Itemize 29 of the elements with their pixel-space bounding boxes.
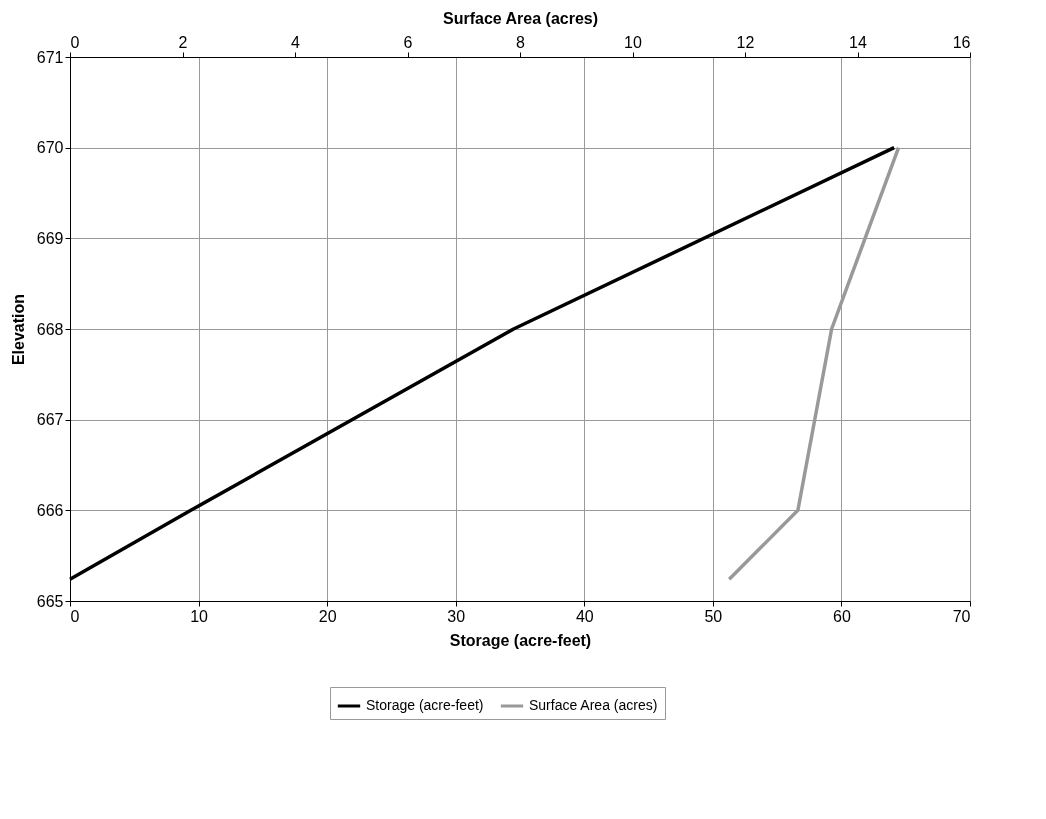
x-tick-label: 0 — [70, 607, 80, 625]
legend-label: Surface Area (acres) — [529, 697, 658, 713]
x2-tick-label: 2 — [178, 33, 188, 51]
x-tick-label: 50 — [704, 607, 723, 625]
x-tick-label: 20 — [318, 607, 337, 625]
x-tick-label: 30 — [447, 607, 466, 625]
y-tick-label: 670 — [36, 139, 64, 157]
x2-tick-label: 16 — [952, 33, 971, 51]
x2-tick-label: 10 — [624, 33, 642, 51]
y-tick-label: 669 — [36, 229, 64, 247]
x-tick-label: 10 — [190, 607, 209, 625]
x2-tick-label: 6 — [403, 33, 413, 51]
y-tick-label: 666 — [36, 501, 64, 519]
legend-label: Storage (acre-feet) — [366, 697, 484, 713]
y-tick-label: 665 — [36, 592, 64, 610]
x2-tick-label: 14 — [849, 33, 867, 51]
x2-tick-label: 4 — [291, 33, 301, 51]
x2-tick-label: 8 — [516, 33, 526, 51]
y-tick-label: 668 — [36, 320, 64, 338]
x-tick-label: 70 — [952, 607, 971, 625]
y-tick-label: 667 — [36, 411, 64, 429]
x-tick-label: 40 — [575, 607, 594, 625]
x2-tick-label: 0 — [70, 33, 80, 51]
x-tick-label: 60 — [833, 607, 851, 625]
x2-tick-label: 12 — [736, 33, 755, 51]
x-axis-title: Storage (acre-feet) — [449, 631, 592, 649]
x2-axis-title: Surface Area (acres) — [442, 9, 599, 27]
y-tick-label: 671 — [36, 48, 64, 66]
y-axis-title: Elevation — [9, 293, 27, 366]
